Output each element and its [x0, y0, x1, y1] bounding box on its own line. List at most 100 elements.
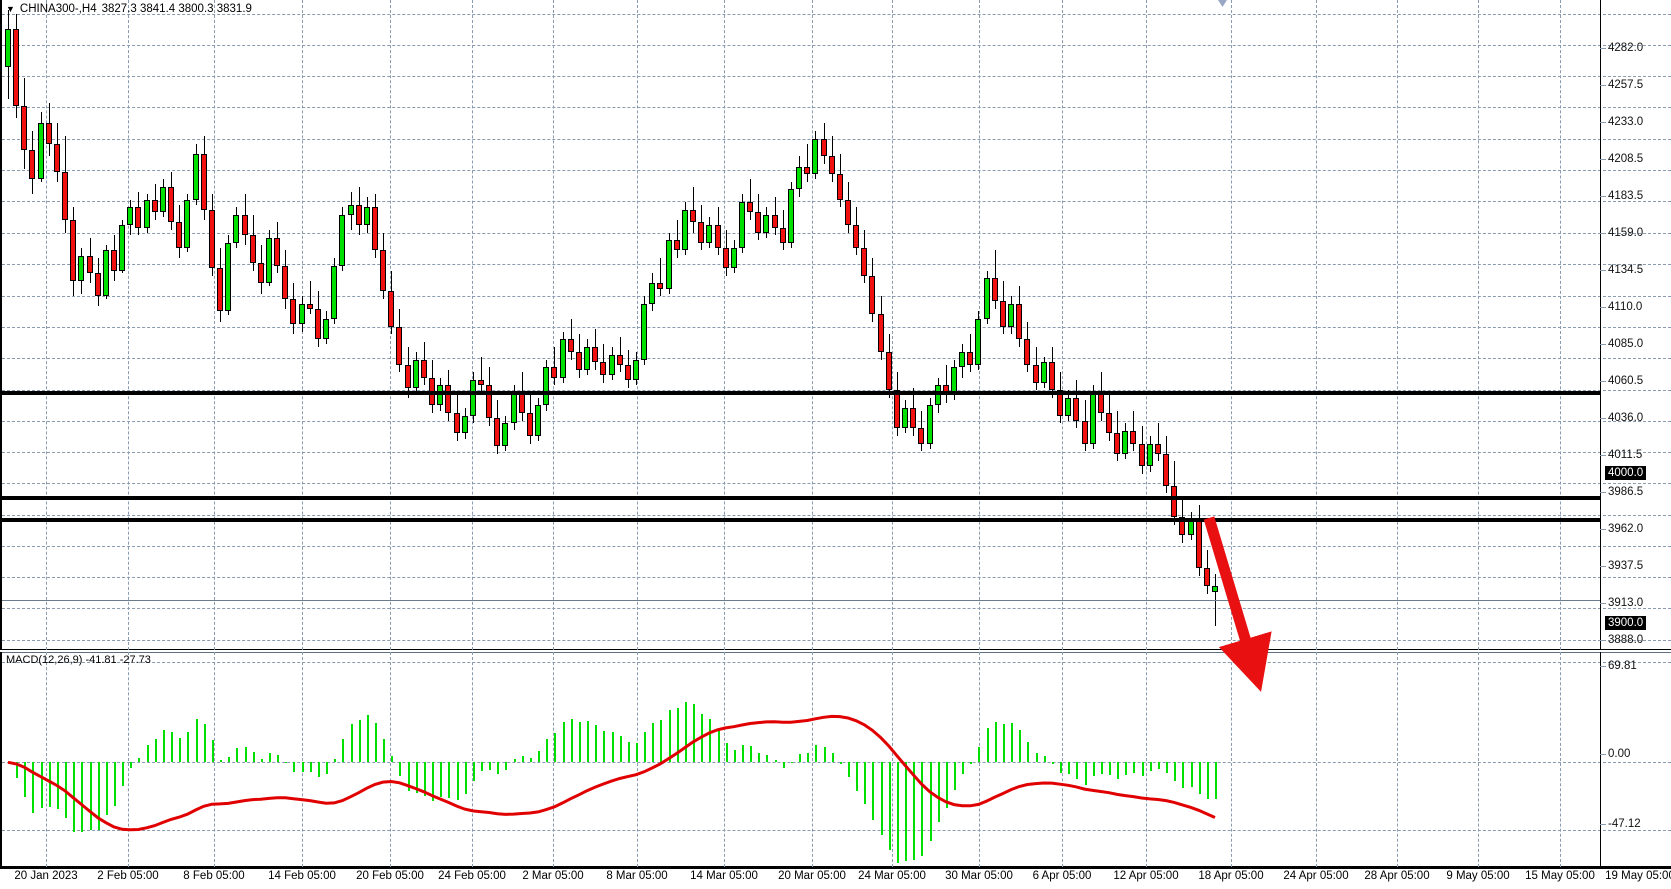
macd-histogram-bar: [563, 722, 565, 763]
candle-bullish: [935, 385, 941, 406]
price-tick-mark: [1600, 270, 1606, 271]
candle-bearish: [674, 240, 680, 251]
macd-histogram-bar: [579, 722, 581, 763]
candle-bearish: [1163, 453, 1169, 486]
macd-histogram-bar: [970, 762, 972, 765]
time-axis[interactable]: 20 Jan 2023 2 Feb 05:00 8 Feb 05:00 14 Feb …: [0, 867, 1671, 889]
macd-histogram-bar: [1142, 762, 1144, 777]
macd-axis[interactable]: 69.81 0.00 -47.12: [1600, 652, 1671, 867]
candle-bullish: [1212, 586, 1218, 592]
macd-histogram-bar: [465, 762, 467, 795]
macd-histogram-bar: [872, 762, 874, 820]
macd-histogram-bar: [285, 762, 287, 764]
macd-histogram-bar: [734, 749, 736, 763]
time-axis-label: 8 Feb 05:00: [183, 870, 245, 882]
level-current-3831[interactable]: [2, 600, 1600, 601]
macd-histogram-bar: [1215, 762, 1217, 800]
price-tick-mark: [1600, 159, 1606, 160]
macd-histogram-bar: [497, 762, 499, 775]
price-tick-mark: [1600, 344, 1606, 345]
candle-bearish: [592, 347, 598, 363]
macd-pane-bottom-rule: [0, 866, 1671, 867]
grid-line-vertical: [1231, 0, 1232, 650]
grid-line-horizontal: [2, 170, 1671, 172]
caret-down-icon[interactable]: ▼: [6, 3, 15, 14]
ohlc-values: 3827.3 3841.4 3800.3 3831.9: [101, 3, 252, 15]
candle-bearish: [576, 352, 582, 370]
candle-bullish: [193, 153, 199, 200]
macd-histogram-bar: [758, 753, 760, 763]
candle-bearish: [46, 123, 52, 144]
macd-histogram-bar: [693, 704, 695, 763]
macd-histogram-bar: [1182, 762, 1184, 788]
price-label: 4011.5: [1608, 449, 1643, 461]
candle-bearish: [486, 385, 492, 419]
candle-bearish: [1073, 397, 1079, 421]
candle-bullish: [78, 255, 84, 281]
candle-wick: [677, 219, 678, 259]
candle-bearish: [111, 250, 117, 271]
candle-bearish: [290, 298, 296, 325]
level-4000[interactable]: [2, 391, 1600, 395]
macd-histogram-bar: [1158, 762, 1160, 770]
macd-indicator-pane[interactable]: 69.81 0.00 -47.12 MACD(12,26,9) -41.81 -27…: [0, 652, 1671, 867]
macd-histogram-bar: [98, 762, 100, 830]
macd-histogram-bar: [660, 719, 662, 763]
macd-histogram-bar: [269, 753, 271, 763]
candle-bullish: [144, 199, 150, 228]
time-axis-label: 28 Apr 05:00: [1364, 870, 1430, 882]
grid-line-vertical: [1397, 0, 1398, 650]
macd-histogram-bar: [1044, 755, 1046, 763]
macd-histogram-bar: [367, 715, 369, 763]
candle-bullish: [184, 199, 190, 248]
macd-histogram-bar: [408, 762, 410, 792]
price-axis[interactable]: 4282.0 4257.5 4233.0 4208.5 4183.5 4159.0 4134…: [1600, 0, 1671, 650]
grid-line-vertical: [128, 0, 129, 650]
price-chart-pane[interactable]: 4282.0 4257.5 4233.0 4208.5 4183.5 4159.0 4134…: [0, 0, 1671, 650]
macd-histogram-bar: [546, 738, 548, 763]
macd-histogram-bar: [326, 762, 328, 775]
macd-histogram-bar: [815, 745, 817, 763]
level-3880[interactable]: [2, 518, 1600, 522]
macd-histogram-bar: [106, 762, 108, 815]
candle-bearish: [837, 174, 843, 200]
candle-bearish: [201, 153, 207, 210]
candle-bearish: [21, 105, 27, 150]
candle-bearish: [454, 413, 460, 434]
candle-bullish: [511, 392, 517, 424]
macd-histogram-bar: [1052, 762, 1054, 764]
macd-histogram-bar: [155, 739, 157, 763]
candle-bearish: [242, 214, 248, 236]
candle-bullish: [959, 352, 965, 368]
candle-bearish: [861, 247, 867, 276]
candle-bearish: [853, 224, 859, 248]
macd-histogram-bar: [514, 759, 516, 763]
macd-histogram-bar: [628, 742, 630, 763]
macd-histogram-bar: [375, 723, 377, 763]
candle-bearish: [1139, 443, 1145, 467]
candle-bullish: [1065, 397, 1071, 416]
macd-histogram-bar: [864, 762, 866, 805]
candle-bullish: [103, 250, 109, 297]
macd-histogram-bar: [620, 735, 622, 763]
macd-histogram-bar: [359, 720, 361, 763]
candle-bearish: [1000, 301, 1006, 327]
macd-axis-label: 69.81: [1608, 660, 1637, 672]
candle-bullish: [609, 354, 615, 375]
macd-histogram-bar: [1011, 722, 1013, 763]
candle-bullish: [160, 186, 166, 213]
macd-histogram-bar: [848, 762, 850, 778]
macd-histogram-bar: [1027, 741, 1029, 763]
level-3900[interactable]: [2, 496, 1600, 500]
time-axis-label: 24 Apr 05:00: [1283, 870, 1349, 882]
candle-bullish: [1122, 430, 1128, 454]
candle-bearish: [380, 250, 386, 292]
time-axis-label: 19 May 05:00: [1605, 870, 1671, 882]
macd-histogram-bar: [807, 752, 809, 763]
macd-histogram-bar: [391, 756, 393, 763]
candle-bearish: [62, 171, 68, 220]
candle-bearish: [307, 303, 313, 309]
macd-histogram-bar: [603, 731, 605, 763]
macd-histogram-bar: [652, 722, 654, 763]
macd-histogram-bar: [987, 728, 989, 763]
